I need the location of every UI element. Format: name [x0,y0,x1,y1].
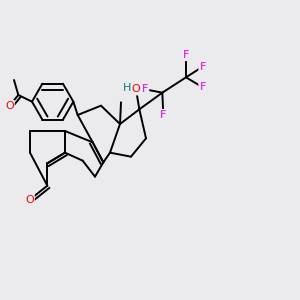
Text: O: O [132,84,140,94]
Text: F: F [200,62,206,72]
Text: F: F [200,82,206,92]
Text: F: F [142,84,148,94]
Text: F: F [183,50,189,60]
Text: O: O [25,195,34,205]
Text: O: O [5,101,14,111]
Text: F: F [160,110,167,120]
Text: H: H [123,83,131,93]
